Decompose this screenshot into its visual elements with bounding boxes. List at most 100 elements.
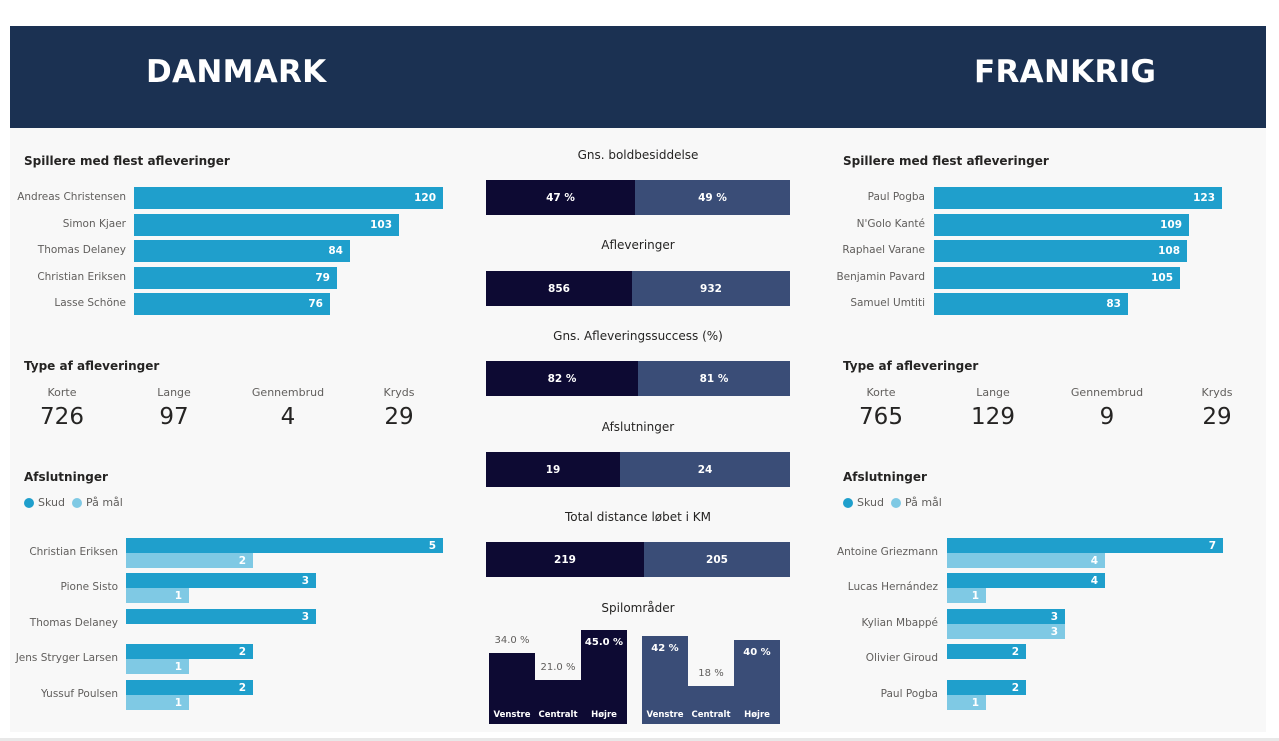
denmark-comparison-bar[interactable]: 19 [486,452,620,487]
on-target-value: 1 [174,589,182,602]
shots-value: 2 [238,645,246,658]
shots-bar[interactable]: 3 [947,609,1065,624]
shooter-name-label: Christian Eriksen [29,546,118,558]
shots-bar[interactable]: 2 [126,644,253,659]
shots-value: 4 [1090,574,1098,587]
france-area-bar[interactable]: Højre [734,640,780,724]
shots-bar[interactable]: 3 [126,609,316,624]
shots-bar[interactable]: 2 [126,680,253,695]
comparison-title: Gns. boldbesiddelse [577,148,699,162]
pass-type-value: 4 [280,404,296,430]
shooter-name-label: Yussuf Poulsen [40,688,118,700]
pass-type-value: 9 [1099,404,1115,430]
player-name-label: Lasse Schöne [54,297,126,309]
denmark-comparison-bar[interactable]: 82 % [486,361,638,396]
shots-bar[interactable]: 2 [947,680,1026,695]
area-category-label: Højre [591,710,617,720]
on-target-value: 1 [971,589,979,602]
right-shots-title: Afslutninger [843,470,927,484]
denmark-area-bar[interactable]: Venstre [489,653,535,724]
shots-bar[interactable]: 2 [947,644,1026,659]
pass-type-value: 726 [40,404,84,430]
player-name-label: Christian Eriksen [37,271,126,283]
on-target-bar[interactable]: 1 [126,588,189,603]
right-country-title: FRANKRIG [974,54,1157,90]
pass-count-value: 108 [1158,245,1180,257]
pass-count-bar[interactable]: 123 [934,187,1222,209]
pass-count-bar[interactable]: 103 [134,214,399,236]
on-target-bar[interactable]: 2 [126,553,253,568]
areas-title: Spilområder [601,601,675,615]
pass-count-bar[interactable]: 83 [934,293,1128,315]
left-top-passers-title: Spillere med flest afleveringer [24,154,230,168]
france-area-bar[interactable]: Centralt [688,686,734,724]
on-target-value: 4 [1090,554,1098,567]
player-name-label: N'Golo Kanté [856,218,925,230]
pass-count-bar[interactable]: 105 [934,267,1180,289]
comparison-title: Gns. Afleveringssuccess (%) [553,329,723,343]
shots-value: 2 [1011,645,1019,658]
on-target-bar[interactable]: 4 [947,553,1105,568]
player-name-label: Benjamin Pavard [836,271,925,283]
pass-count-value: 103 [370,219,392,231]
denmark-comparison-bar[interactable]: 47 % [486,180,635,215]
pass-type-label: Lange [976,386,1010,399]
pass-count-bar[interactable]: 84 [134,240,350,262]
legend-on-target-label: På mål [904,496,942,509]
pass-type-value: 765 [859,404,903,430]
area-category-label: Venstre [493,710,531,720]
bottom-divider [0,738,1279,741]
denmark-comparison-bar[interactable]: 856 [486,271,632,306]
on-target-value: 2 [238,554,246,567]
on-target-bar[interactable]: 1 [126,695,189,710]
shooter-name-label: Jens Stryger Larsen [15,652,118,664]
shots-bar[interactable]: 5 [126,538,443,553]
right-shots-legend[interactable]: Skud På mål [843,496,942,509]
france-comparison-bar[interactable]: 81 % [638,361,790,396]
area-category-label: Højre [744,710,770,720]
header-banner: DANMARK FRANKRIG [10,26,1266,128]
shots-value: 3 [301,574,309,587]
player-name-label: Paul Pogba [867,191,925,203]
pass-count-bar[interactable]: 79 [134,267,337,289]
pass-type-label: Gennembrud [1070,386,1144,399]
france-comparison-bar[interactable]: 49 % [635,180,790,215]
pass-count-bar[interactable]: 76 [134,293,330,315]
on-target-bar[interactable]: 3 [947,624,1065,639]
legend-on-target-dot [890,497,901,508]
area-value-label: 42 % [651,643,679,654]
france-area-bar[interactable]: Venstre [642,636,688,724]
france-comparison-bar[interactable]: 932 [632,271,790,306]
area-value-label: 34.0 % [494,635,530,646]
denmark-area-bar[interactable]: Centralt [535,680,581,724]
denmark-area-bar[interactable]: Højre [581,630,627,724]
player-name-label: Thomas Delaney [37,244,126,256]
pass-count-bar[interactable]: 120 [134,187,443,209]
area-category-label: Centralt [538,710,578,720]
denmark-comparison-bar[interactable]: 219 [486,542,644,577]
on-target-bar[interactable]: 1 [947,588,986,603]
pass-count-bar[interactable]: 109 [934,214,1189,236]
pass-type-value: 29 [1202,404,1232,430]
shooter-name-label: Paul Pogba [880,688,938,700]
left-shots-legend[interactable]: Skud På mål [24,496,123,509]
shots-bar[interactable]: 4 [947,573,1105,588]
player-name-label: Samuel Umtiti [850,297,925,309]
france-comparison-bar[interactable]: 24 [620,452,790,487]
on-target-bar[interactable]: 1 [126,659,189,674]
pass-type-label: Korte [47,386,77,399]
pass-count-bar[interactable]: 108 [934,240,1187,262]
pass-count-value: 83 [1106,298,1121,310]
shots-bar[interactable]: 7 [947,538,1223,553]
shots-bar[interactable]: 3 [126,573,316,588]
shots-value: 2 [238,681,246,694]
shooter-name-label: Kylian Mbappé [861,617,938,629]
left-country-title: DANMARK [146,54,327,90]
area-value-label: 21.0 % [540,662,576,673]
legend-shots-label: Skud [857,496,884,509]
france-comparison-bar[interactable]: 205 [644,542,790,577]
on-target-value: 1 [971,696,979,709]
on-target-bar[interactable]: 1 [947,695,986,710]
pass-type-label: Kryds [383,386,415,399]
shots-value: 5 [428,539,436,552]
